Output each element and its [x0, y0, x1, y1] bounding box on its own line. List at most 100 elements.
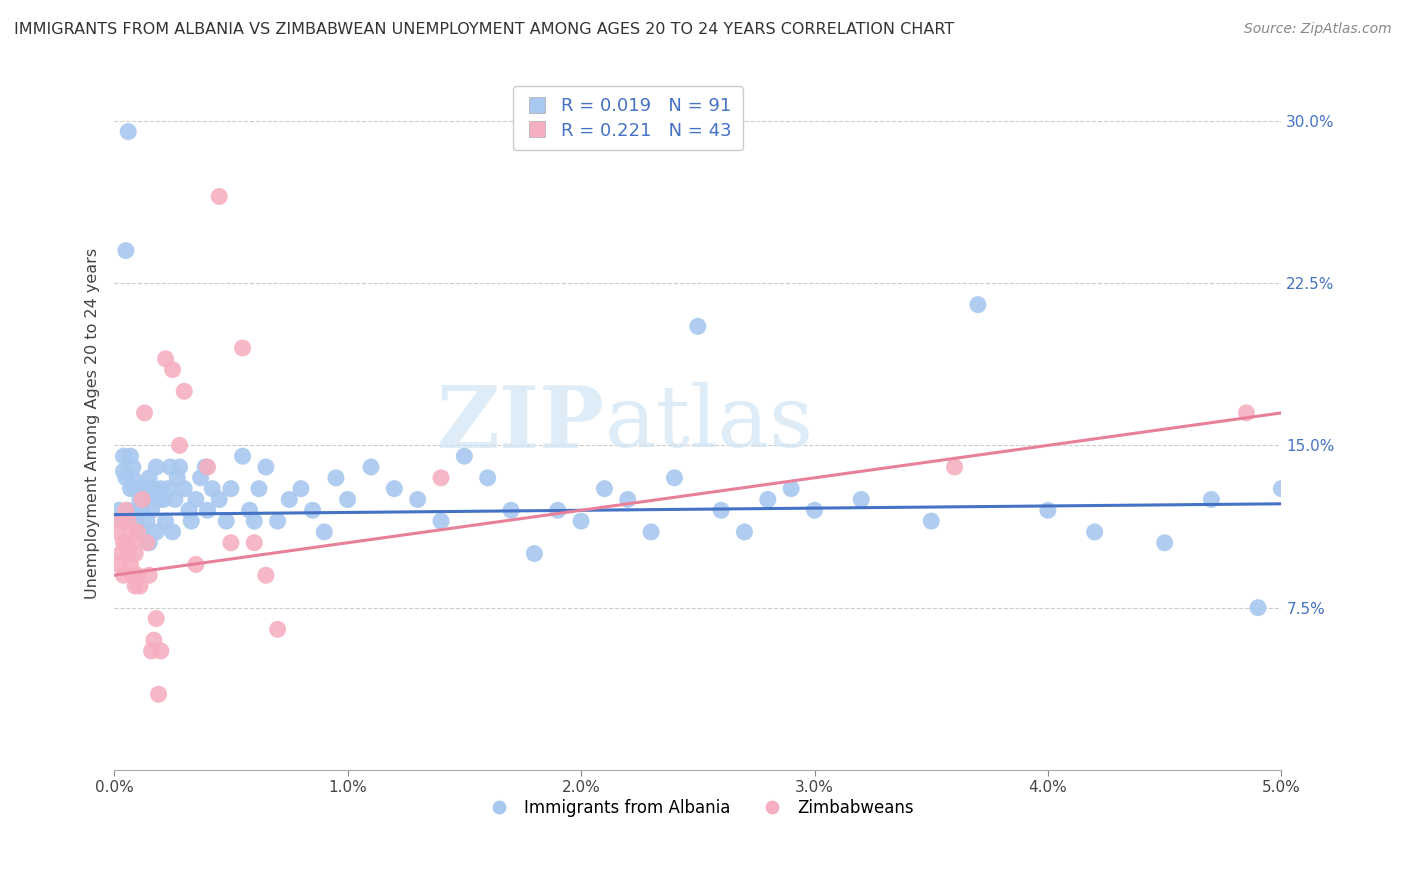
Point — [640, 524, 662, 539]
Point — [523, 547, 546, 561]
Point — [177, 503, 200, 517]
Point — [616, 492, 638, 507]
Point — [120, 449, 142, 463]
Point — [219, 535, 242, 549]
Point — [115, 535, 138, 549]
Point — [360, 460, 382, 475]
Point — [190, 471, 212, 485]
Point — [547, 503, 569, 517]
Point — [169, 438, 191, 452]
Point — [156, 482, 179, 496]
Point — [967, 298, 990, 312]
Point — [124, 547, 146, 561]
Point — [141, 644, 163, 658]
Point — [145, 524, 167, 539]
Point — [149, 482, 172, 496]
Point — [117, 503, 139, 517]
Point — [184, 492, 207, 507]
Point — [115, 244, 138, 258]
Point — [155, 351, 177, 366]
Point — [127, 503, 149, 517]
Point — [152, 492, 174, 507]
Point — [110, 514, 132, 528]
Point — [131, 492, 153, 507]
Point — [128, 579, 150, 593]
Point — [117, 547, 139, 561]
Point — [756, 492, 779, 507]
Point — [201, 482, 224, 496]
Point — [430, 514, 453, 528]
Point — [232, 341, 254, 355]
Point — [254, 460, 277, 475]
Point — [124, 514, 146, 528]
Point — [208, 189, 231, 203]
Point — [803, 503, 825, 517]
Point — [1270, 482, 1292, 496]
Point — [301, 503, 323, 517]
Point — [266, 623, 288, 637]
Point — [135, 535, 157, 549]
Point — [208, 492, 231, 507]
Point — [166, 471, 188, 485]
Point — [142, 482, 165, 496]
Point — [115, 471, 138, 485]
Point — [138, 535, 160, 549]
Point — [686, 319, 709, 334]
Point — [336, 492, 359, 507]
Point — [117, 514, 139, 528]
Point — [127, 482, 149, 496]
Point — [138, 568, 160, 582]
Point — [173, 482, 195, 496]
Point — [128, 492, 150, 507]
Point — [180, 514, 202, 528]
Point — [197, 460, 219, 475]
Point — [134, 406, 156, 420]
Point — [499, 503, 522, 517]
Point — [115, 503, 138, 517]
Point — [851, 492, 873, 507]
Point — [121, 471, 143, 485]
Point — [184, 558, 207, 572]
Point — [1153, 535, 1175, 549]
Point — [382, 482, 405, 496]
Point — [121, 535, 143, 549]
Point — [920, 514, 942, 528]
Point — [142, 633, 165, 648]
Point — [120, 524, 142, 539]
Point — [710, 503, 733, 517]
Point — [278, 492, 301, 507]
Point — [148, 687, 170, 701]
Point — [194, 460, 217, 475]
Point — [162, 524, 184, 539]
Point — [1234, 406, 1257, 420]
Point — [453, 449, 475, 463]
Point — [124, 579, 146, 593]
Point — [149, 644, 172, 658]
Point — [254, 568, 277, 582]
Point — [664, 471, 686, 485]
Point — [173, 384, 195, 399]
Point — [1201, 492, 1223, 507]
Point — [163, 492, 186, 507]
Point — [1084, 524, 1107, 539]
Point — [232, 449, 254, 463]
Point — [219, 482, 242, 496]
Point — [131, 503, 153, 517]
Point — [121, 568, 143, 582]
Point — [155, 514, 177, 528]
Point — [162, 362, 184, 376]
Text: IMMIGRANTS FROM ALBANIA VS ZIMBABWEAN UNEMPLOYMENT AMONG AGES 20 TO 24 YEARS COR: IMMIGRANTS FROM ALBANIA VS ZIMBABWEAN UN… — [14, 22, 955, 37]
Point — [734, 524, 756, 539]
Point — [135, 486, 157, 500]
Point — [266, 514, 288, 528]
Point — [108, 558, 131, 572]
Point — [138, 471, 160, 485]
Point — [148, 492, 170, 507]
Point — [780, 482, 803, 496]
Point — [112, 449, 135, 463]
Point — [197, 503, 219, 517]
Point — [135, 514, 157, 528]
Point — [121, 460, 143, 475]
Point — [215, 514, 238, 528]
Point — [314, 524, 336, 539]
